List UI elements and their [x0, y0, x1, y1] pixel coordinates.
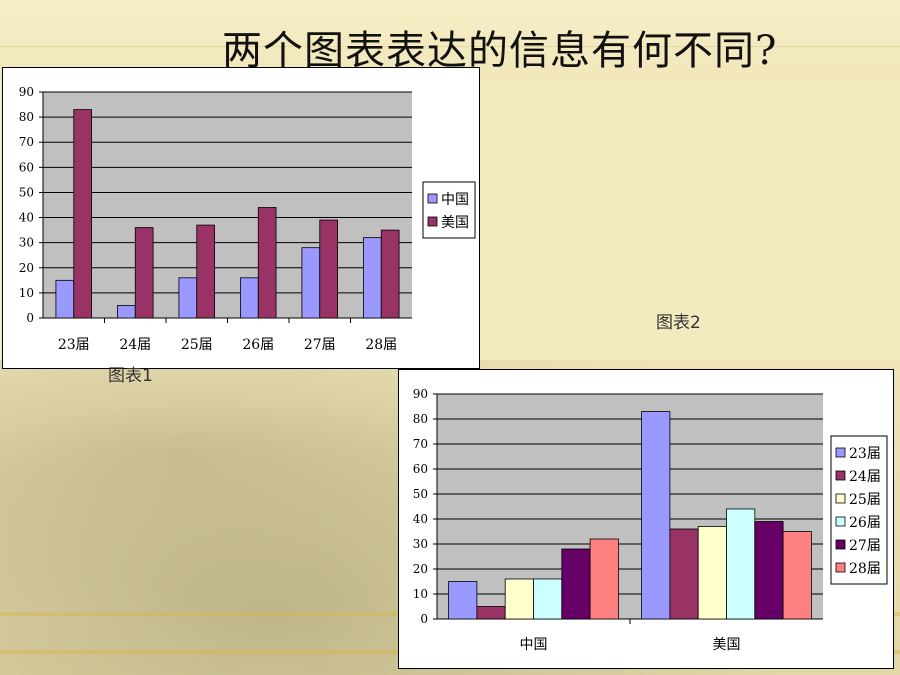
bar — [363, 237, 382, 319]
bar — [754, 521, 784, 620]
decorative-line — [0, 46, 900, 47]
x-tick-label: 25届 — [181, 337, 213, 353]
chart-1: 0 10 20 30 40 50 60 70 80 90 23届 24届 25届 26届 27届 28届 中国美… — [19, 85, 476, 353]
y-tick-label: 10 — [413, 587, 428, 601]
y-tick-label: 0 — [26, 311, 34, 325]
y-tick-label: 70 — [413, 437, 428, 451]
legend-swatch — [835, 562, 846, 573]
chart-1-caption: 图表1 — [108, 366, 153, 386]
legend-label: 24届 — [849, 469, 881, 485]
y-tick-label: 20 — [19, 261, 34, 275]
bar — [73, 109, 92, 319]
y-tick-label: 10 — [19, 286, 34, 300]
x-tick-label: 23届 — [58, 337, 90, 353]
chart-2-container: 0 10 20 30 40 50 60 70 80 90 中国 美国 23届 24届 25届 26届 27届 28… — [398, 369, 894, 669]
y-tick-label: 20 — [413, 562, 428, 576]
legend-swatch — [835, 539, 846, 550]
bar — [669, 528, 699, 620]
y-tick-label: 80 — [413, 412, 428, 426]
legend-label: 27届 — [849, 538, 881, 554]
bar — [533, 578, 563, 620]
legend-label: 25届 — [849, 492, 881, 508]
y-tick-label: 60 — [19, 160, 34, 174]
bar — [641, 411, 671, 620]
bar — [448, 581, 478, 620]
slide-top-background — [0, 0, 900, 80]
legend-label: 23届 — [849, 446, 881, 462]
bar — [380, 229, 400, 319]
legend-swatch — [427, 193, 438, 204]
chart-2: 0 10 20 30 40 50 60 70 80 90 中国 美国 23届 24届 25届 26届 27届 28… — [413, 387, 888, 653]
y-tick-label: 50 — [19, 185, 34, 199]
legend-swatch — [835, 447, 846, 458]
bar — [782, 531, 812, 620]
y-tick-label: 0 — [420, 612, 428, 626]
legend-box — [830, 435, 888, 585]
x-tick-label: 28届 — [365, 337, 397, 353]
y-tick-label: 50 — [413, 487, 428, 501]
bar — [319, 219, 338, 319]
legend-swatch — [835, 516, 846, 527]
slide-title: 两个图表表达的信息有何不同? — [222, 28, 778, 74]
x-tick-label: 中国 — [520, 637, 548, 653]
x-tick-label: 24届 — [119, 337, 151, 353]
x-tick-label: 26届 — [242, 337, 274, 353]
bar — [196, 224, 215, 319]
legend-swatch — [835, 493, 846, 504]
y-tick-label: 80 — [19, 110, 34, 124]
y-tick-label: 30 — [413, 537, 428, 551]
y-tick-label: 40 — [19, 211, 34, 225]
legend-swatch — [835, 470, 846, 481]
bar — [55, 279, 75, 319]
legend-swatch — [427, 216, 438, 227]
legend-box — [422, 181, 476, 239]
y-tick-label: 90 — [19, 85, 34, 99]
y-tick-label: 40 — [413, 512, 428, 526]
bar — [476, 606, 506, 620]
y-tick-label: 90 — [413, 387, 428, 401]
x-tick-label: 27届 — [304, 337, 336, 353]
bar — [697, 526, 727, 620]
legend-label: 中国 — [441, 192, 469, 208]
bar — [257, 207, 277, 319]
bar — [117, 305, 136, 319]
legend-label: 美国 — [441, 215, 469, 231]
bar — [589, 538, 619, 620]
bar — [561, 548, 591, 620]
y-tick-label: 70 — [19, 135, 34, 149]
x-tick-label: 美国 — [713, 637, 741, 653]
chart-1-container: 0 10 20 30 40 50 60 70 80 90 23届 24届 25届 26届 27届 28届 中国美… — [2, 67, 480, 369]
plot-area — [43, 92, 412, 318]
y-tick-label: 60 — [413, 462, 428, 476]
bar — [240, 277, 259, 319]
bar — [134, 227, 154, 319]
bar — [301, 247, 321, 319]
legend-label: 26届 — [849, 515, 881, 531]
y-tick-label: 30 — [19, 236, 34, 250]
legend-label: 28届 — [849, 561, 881, 577]
chart-2-caption: 图表2 — [656, 313, 701, 333]
bar — [504, 578, 534, 620]
bar — [178, 277, 198, 319]
bar — [726, 508, 756, 620]
